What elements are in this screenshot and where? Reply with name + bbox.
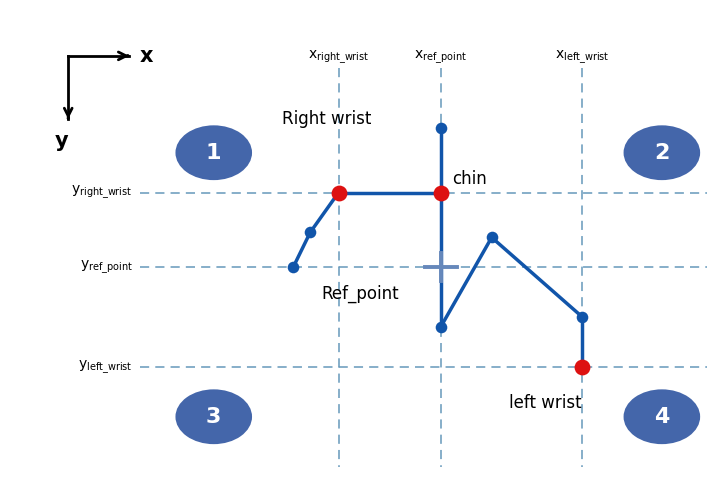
Point bbox=[287, 263, 299, 271]
Text: 4: 4 bbox=[654, 407, 670, 427]
Point bbox=[577, 313, 588, 321]
Text: chin: chin bbox=[452, 170, 487, 188]
Text: x$_\mathregular{ref\_point}$: x$_\mathregular{ref\_point}$ bbox=[414, 48, 467, 66]
Point bbox=[304, 228, 316, 236]
Text: 1: 1 bbox=[206, 143, 221, 163]
Text: 3: 3 bbox=[206, 407, 221, 427]
Point bbox=[486, 234, 498, 242]
Text: x$_\mathregular{right\_wrist}$: x$_\mathregular{right\_wrist}$ bbox=[308, 48, 369, 66]
Point bbox=[333, 189, 345, 196]
Text: x$_\mathregular{left\_wrist}$: x$_\mathregular{left\_wrist}$ bbox=[555, 48, 610, 66]
Point bbox=[435, 323, 447, 331]
Text: y: y bbox=[55, 131, 67, 151]
Ellipse shape bbox=[623, 125, 700, 180]
Text: left wrist: left wrist bbox=[508, 394, 582, 412]
Text: Right wrist: Right wrist bbox=[281, 110, 371, 128]
Text: y$_\mathregular{right\_wrist}$: y$_\mathregular{right\_wrist}$ bbox=[72, 184, 133, 201]
Text: y$_\mathregular{ref\_point}$: y$_\mathregular{ref\_point}$ bbox=[80, 259, 133, 276]
Text: y$_\mathregular{left\_wrist}$: y$_\mathregular{left\_wrist}$ bbox=[78, 358, 133, 376]
Ellipse shape bbox=[175, 125, 252, 180]
Ellipse shape bbox=[175, 389, 252, 444]
Text: 2: 2 bbox=[654, 143, 670, 163]
Point bbox=[435, 189, 447, 196]
Text: Ref_point: Ref_point bbox=[322, 285, 399, 303]
Point bbox=[577, 363, 588, 371]
Ellipse shape bbox=[623, 389, 700, 444]
Text: x: x bbox=[140, 46, 154, 66]
Point bbox=[435, 124, 447, 132]
